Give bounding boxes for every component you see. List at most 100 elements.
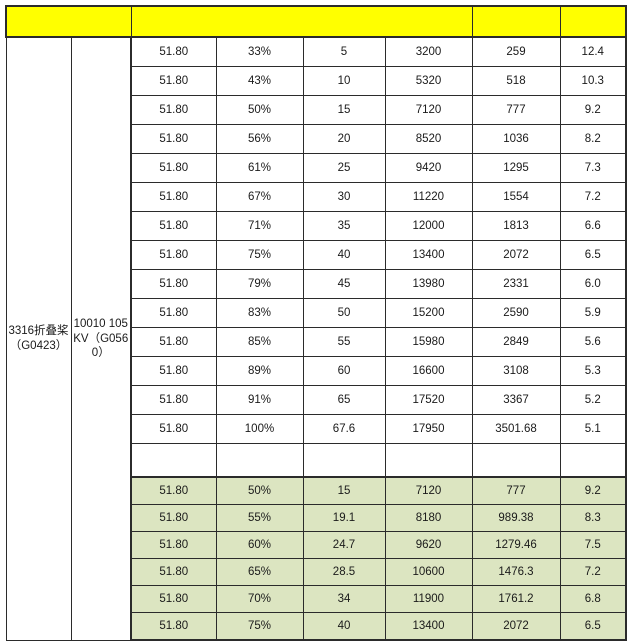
cell-current[interactable]: 67.6 (302, 414, 386, 444)
cell-throttle[interactable] (215, 443, 304, 478)
cell-efficiency[interactable]: 5.2 (559, 385, 627, 415)
cell-voltage[interactable]: 51.80 (130, 95, 217, 125)
cell-thrust[interactable]: 3367 (471, 385, 561, 415)
cell-efficiency[interactable]: 9.2 (559, 95, 627, 125)
cell-throttle[interactable]: 71% (215, 211, 304, 241)
cell-throttle[interactable]: 91% (215, 385, 304, 415)
cell-rpm[interactable]: 15200 (384, 298, 473, 328)
cell-efficiency[interactable]: 12.4 (559, 36, 627, 67)
cell-efficiency[interactable]: 7.2 (559, 558, 627, 586)
cell-efficiency[interactable]: 6.8 (559, 585, 627, 613)
header-merged-left[interactable] (5, 5, 132, 38)
cell-current[interactable]: 34 (302, 585, 386, 613)
cell-rpm[interactable]: 7120 (384, 95, 473, 125)
cell-current[interactable]: 15 (302, 476, 386, 505)
cell-rpm[interactable]: 15980 (384, 327, 473, 357)
cell-current[interactable]: 28.5 (302, 558, 386, 586)
cell-thrust[interactable]: 777 (471, 95, 561, 125)
cell-voltage[interactable]: 51.80 (130, 531, 217, 559)
cell-voltage[interactable]: 51.80 (130, 182, 217, 212)
cell-voltage[interactable]: 51.80 (130, 211, 217, 241)
cell-current[interactable]: 5 (302, 36, 386, 67)
cell-throttle[interactable]: 70% (215, 585, 304, 613)
cell-current[interactable]: 45 (302, 269, 386, 299)
cell-voltage[interactable]: 51.80 (130, 476, 217, 505)
cell-rpm[interactable]: 10600 (384, 558, 473, 586)
cell-efficiency[interactable]: 6.0 (559, 269, 627, 299)
cell-voltage[interactable]: 51.80 (130, 124, 217, 154)
cell-thrust[interactable]: 1036 (471, 124, 561, 154)
cell-thrust[interactable]: 1295 (471, 153, 561, 183)
cell-throttle[interactable]: 56% (215, 124, 304, 154)
cell-thrust[interactable] (471, 443, 561, 478)
cell-rpm[interactable]: 9620 (384, 531, 473, 559)
cell-throttle[interactable]: 43% (215, 66, 304, 96)
cell-efficiency[interactable]: 6.5 (559, 612, 627, 641)
cell-voltage[interactable]: 51.80 (130, 504, 217, 532)
cell-efficiency[interactable]: 6.5 (559, 240, 627, 270)
cell-efficiency[interactable]: 5.9 (559, 298, 627, 328)
cell-current[interactable]: 40 (302, 612, 386, 641)
cell-thrust[interactable]: 2331 (471, 269, 561, 299)
cell-rpm[interactable]: 17520 (384, 385, 473, 415)
cell-rpm[interactable]: 13980 (384, 269, 473, 299)
row-label-propeller[interactable]: 3316折叠桨（G0423） (5, 36, 72, 641)
cell-voltage[interactable]: 51.80 (130, 269, 217, 299)
cell-efficiency[interactable]: 7.5 (559, 531, 627, 559)
cell-current[interactable]: 10 (302, 66, 386, 96)
cell-voltage[interactable]: 51.80 (130, 240, 217, 270)
cell-throttle[interactable]: 75% (215, 612, 304, 641)
cell-thrust[interactable]: 1476.3 (471, 558, 561, 586)
cell-efficiency[interactable]: 9.2 (559, 476, 627, 505)
cell-current[interactable]: 19.1 (302, 504, 386, 532)
header-col-6[interactable] (559, 5, 627, 38)
cell-voltage[interactable]: 51.80 (130, 612, 217, 641)
cell-throttle[interactable]: 85% (215, 327, 304, 357)
cell-thrust[interactable]: 1813 (471, 211, 561, 241)
cell-rpm[interactable]: 13400 (384, 612, 473, 641)
cell-voltage[interactable]: 51.80 (130, 585, 217, 613)
cell-throttle[interactable]: 75% (215, 240, 304, 270)
cell-thrust[interactable]: 259 (471, 36, 561, 67)
cell-throttle[interactable]: 65% (215, 558, 304, 586)
cell-throttle[interactable]: 67% (215, 182, 304, 212)
cell-thrust[interactable]: 2072 (471, 612, 561, 641)
cell-throttle[interactable]: 89% (215, 356, 304, 386)
cell-throttle[interactable]: 79% (215, 269, 304, 299)
cell-rpm[interactable]: 8520 (384, 124, 473, 154)
cell-rpm[interactable]: 9420 (384, 153, 473, 183)
cell-thrust[interactable]: 2590 (471, 298, 561, 328)
cell-rpm[interactable] (384, 443, 473, 478)
cell-current[interactable]: 30 (302, 182, 386, 212)
cell-throttle[interactable]: 55% (215, 504, 304, 532)
cell-throttle[interactable]: 61% (215, 153, 304, 183)
cell-rpm[interactable]: 11220 (384, 182, 473, 212)
cell-efficiency[interactable]: 6.6 (559, 211, 627, 241)
cell-rpm[interactable]: 16600 (384, 356, 473, 386)
cell-rpm[interactable]: 8180 (384, 504, 473, 532)
cell-voltage[interactable]: 51.80 (130, 414, 217, 444)
cell-throttle[interactable]: 50% (215, 476, 304, 505)
cell-rpm[interactable]: 5320 (384, 66, 473, 96)
cell-voltage[interactable]: 51.80 (130, 327, 217, 357)
row-label-motor[interactable]: 10010 105KV（G0560） (70, 36, 132, 641)
cell-efficiency[interactable]: 7.3 (559, 153, 627, 183)
cell-thrust[interactable]: 1279.46 (471, 531, 561, 559)
cell-thrust[interactable]: 2849 (471, 327, 561, 357)
cell-efficiency[interactable] (559, 443, 627, 478)
cell-efficiency[interactable]: 5.1 (559, 414, 627, 444)
cell-current[interactable]: 65 (302, 385, 386, 415)
header-col-5[interactable] (471, 5, 561, 38)
cell-voltage[interactable] (130, 443, 217, 478)
cell-current[interactable]: 40 (302, 240, 386, 270)
cell-rpm[interactable]: 12000 (384, 211, 473, 241)
cell-thrust[interactable]: 989.38 (471, 504, 561, 532)
cell-current[interactable]: 15 (302, 95, 386, 125)
cell-current[interactable]: 50 (302, 298, 386, 328)
cell-throttle[interactable]: 100% (215, 414, 304, 444)
cell-throttle[interactable]: 33% (215, 36, 304, 67)
cell-efficiency[interactable]: 5.3 (559, 356, 627, 386)
cell-thrust[interactable]: 1554 (471, 182, 561, 212)
cell-rpm[interactable]: 13400 (384, 240, 473, 270)
cell-voltage[interactable]: 51.80 (130, 298, 217, 328)
